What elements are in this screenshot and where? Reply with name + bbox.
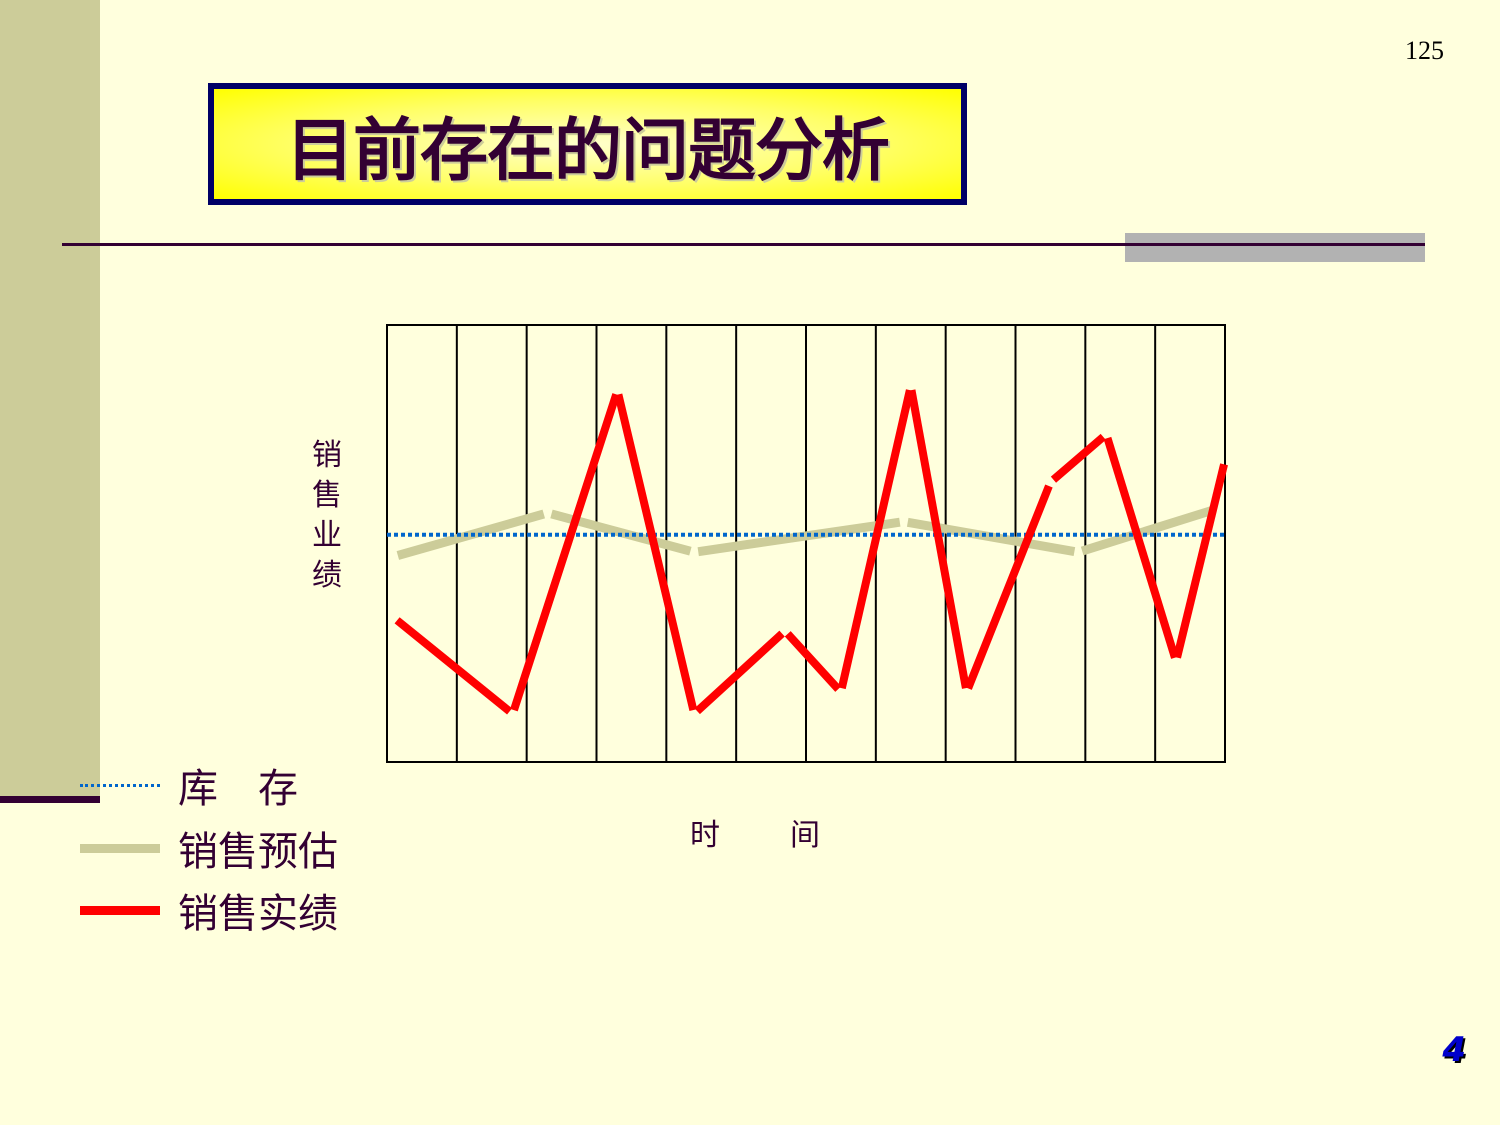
- legend-swatch-forecast: [80, 843, 160, 853]
- legend-swatch-inventory: [80, 783, 160, 787]
- series-forecast-segment: [1080, 505, 1216, 556]
- series-actual-segment: [1173, 463, 1228, 659]
- accent-gray-bar: [1125, 233, 1425, 262]
- series-actual-segment: [964, 484, 1053, 690]
- series-actual-segment: [907, 389, 970, 689]
- series-actual-segment: [784, 631, 842, 692]
- sidebar-foot-bar: [0, 796, 100, 803]
- legend-swatch-actual: [80, 905, 160, 915]
- series-forecast-segment: [697, 517, 901, 557]
- legend-label: 销售预估: [178, 829, 338, 875]
- slide-number: 4: [1442, 1030, 1466, 1070]
- series-actual-segment: [614, 393, 698, 711]
- series-actual-segment: [394, 617, 513, 715]
- legend-label: 销售实绩: [178, 891, 338, 937]
- series-actual-segment: [1103, 436, 1179, 659]
- series-actual-segment: [1050, 433, 1106, 483]
- legend-item-forecast: 销售预估: [80, 828, 338, 875]
- series-actual-segment: [837, 389, 914, 690]
- chart-lines: [387, 389, 1228, 715]
- series-actual-segment: [510, 393, 621, 712]
- legend-label: 库 存: [178, 766, 298, 812]
- sidebar-band: [0, 0, 100, 798]
- x-axis-label: 时间: [690, 810, 890, 854]
- y-axis-label: 销售业绩: [312, 438, 342, 593]
- page-title: 目前存在的问题分析: [285, 111, 890, 191]
- title-box: 目前存在的问题分析: [208, 83, 967, 205]
- series-actual-segment: [694, 630, 785, 715]
- x-label-part: 时: [690, 818, 720, 853]
- page-number: 125: [1405, 36, 1444, 65]
- legend-item-inventory: 库 存: [80, 765, 298, 812]
- divider-line: [62, 243, 1425, 246]
- series-forecast-segment: [396, 509, 546, 560]
- legend-item-actual: 销售实绩: [80, 890, 338, 937]
- x-label-part: 间: [790, 818, 820, 853]
